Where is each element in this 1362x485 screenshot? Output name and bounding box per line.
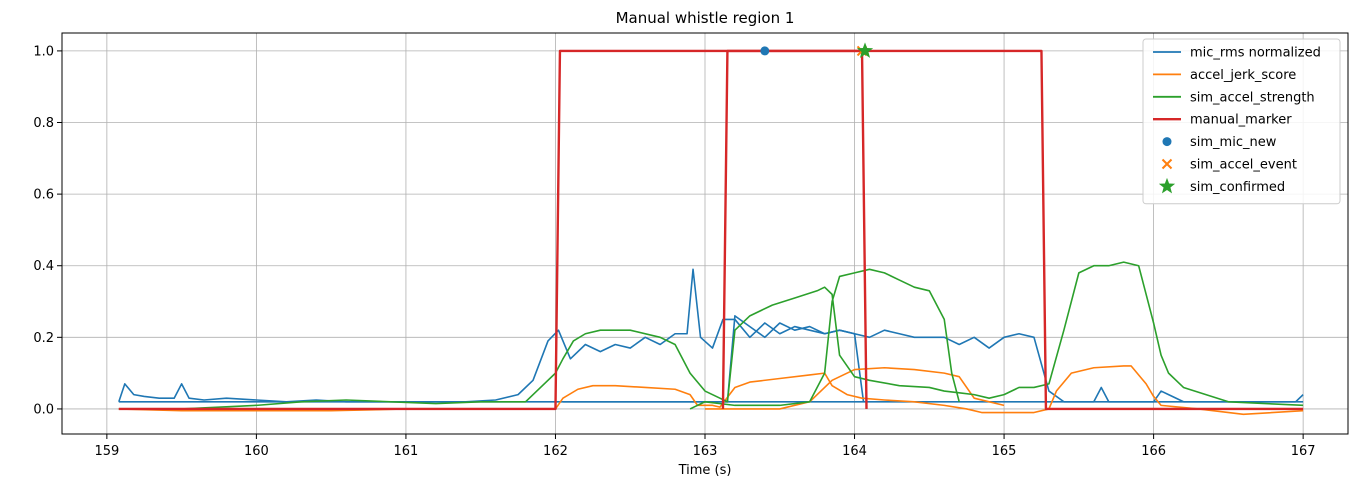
y-tick-label: 0.8 [33, 116, 54, 131]
y-tick-label: 0.4 [33, 259, 54, 274]
y-tick-label: 0.0 [33, 402, 54, 417]
mic-rms-normalized-line [118, 268, 1304, 403]
x-tick-label: 160 [244, 444, 269, 459]
legend-swatch [1162, 137, 1172, 147]
series-line [562, 315, 865, 403]
sim-mic-new-point [760, 46, 770, 56]
legend: mic_rms normalized accel_jerk_score sim_ac… [1142, 38, 1341, 205]
legend-item: manual_marker [1153, 113, 1292, 128]
chart-title: Manual whistle region 1 [616, 9, 795, 27]
legend-item: mic_rms normalized [1153, 46, 1321, 61]
legend-label: sim_confirmed [1190, 180, 1285, 195]
y-tick-label: 0.2 [33, 331, 54, 346]
series-line [689, 268, 960, 410]
series-line [721, 49, 868, 409]
x-tick-label: 166 [1141, 444, 1166, 459]
sim-accel-strength-line [118, 261, 1304, 410]
legend-item: sim_accel_strength [1153, 90, 1315, 105]
legend-label: manual_marker [1190, 113, 1292, 128]
legend-item: sim_mic_new [1162, 135, 1277, 150]
y-tick-label: 1.0 [33, 44, 54, 59]
x-tick-label: 165 [992, 444, 1017, 459]
sim-confirmed-point [856, 42, 874, 58]
legend-label: mic_rms normalized [1190, 46, 1321, 61]
accel-jerk-score-line [118, 365, 1304, 416]
plot-area [118, 42, 1304, 416]
legend-item: accel_jerk_score [1153, 68, 1296, 83]
series-line [705, 366, 1005, 410]
legend-label: accel_jerk_score [1190, 68, 1296, 83]
legend-item: sim_accel_event [1161, 158, 1297, 173]
legend-label: sim_mic_new [1190, 135, 1277, 150]
x-tick-label: 167 [1291, 444, 1316, 459]
x-tick-label: 161 [394, 444, 419, 459]
x-tick-label: 163 [693, 444, 718, 459]
legend-swatch [1161, 158, 1173, 170]
y-tick-label: 0.6 [33, 188, 54, 203]
legend-label: sim_accel_strength [1190, 90, 1315, 105]
legend-swatch [1158, 177, 1176, 194]
manual-marker-line [118, 49, 1304, 411]
x-axis-label: Time (s) [678, 463, 732, 478]
x-tick-label: 164 [842, 444, 867, 459]
legend-label: sim_accel_event [1190, 158, 1297, 173]
x-tick-label: 162 [543, 444, 568, 459]
x-tick-label: 159 [94, 444, 119, 459]
legend-box [1142, 38, 1341, 205]
ticks: 159 160 161 162 163 164 165 166 167 0.0 0.2 0.4 0.6 0… [33, 44, 1315, 459]
legend-item: sim_confirmed [1158, 177, 1285, 195]
